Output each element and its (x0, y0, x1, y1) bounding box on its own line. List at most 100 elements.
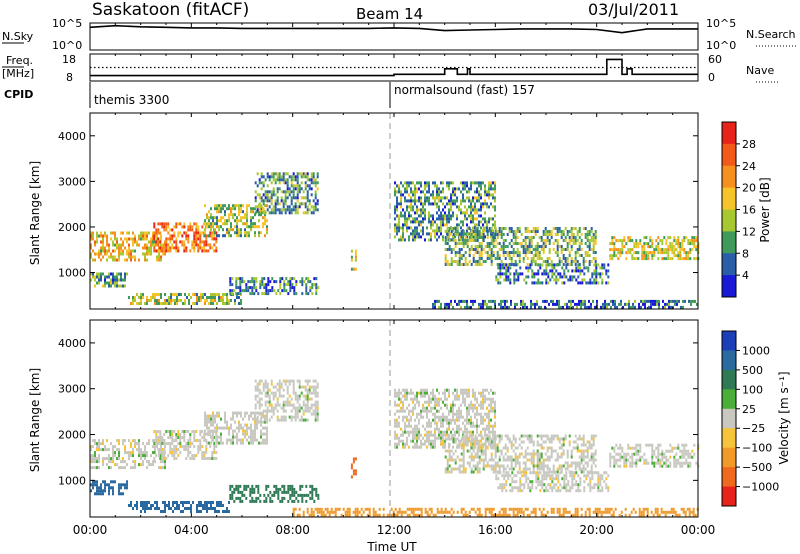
heatmap-cell (468, 254, 471, 257)
heatmap-cell (128, 457, 130, 461)
heatmap-cell (519, 266, 522, 270)
heatmap-cell (170, 507, 172, 510)
heatmap-cell (418, 196, 420, 200)
heatmap-cell (518, 467, 521, 471)
heatmap-cell (575, 269, 578, 273)
heatmap-cell (635, 242, 638, 246)
heatmap-cell (679, 248, 682, 252)
heatmap-cell (316, 187, 319, 191)
heatmap-cell (301, 292, 304, 296)
heatmap-cell (436, 436, 438, 440)
heatmap-cell (178, 293, 180, 296)
heatmap-cell (236, 296, 238, 299)
heatmap-cell (586, 254, 589, 257)
heatmap-cell (645, 242, 648, 246)
heatmap-cell (90, 231, 92, 235)
heatmap-cell (448, 458, 451, 462)
heatmap-cell (576, 233, 579, 236)
heatmap-cell (510, 440, 513, 444)
heatmap-cell (352, 267, 355, 271)
heatmap-cell (258, 210, 260, 214)
heatmap-cell (450, 257, 453, 260)
heatmap-cell (540, 437, 543, 441)
heatmap-cell (142, 252, 144, 256)
heatmap-cell (274, 208, 277, 212)
heatmap-cell (251, 289, 254, 293)
heatmap-cell (98, 457, 100, 461)
heatmap-cell (645, 251, 648, 255)
heatmap-cell (492, 187, 494, 191)
heatmap-cell (414, 397, 416, 401)
heatmap-cell (460, 248, 463, 251)
heatmap-cell (408, 226, 410, 230)
heatmap-cell (92, 249, 94, 253)
heatmap-cell (394, 403, 396, 407)
heatmap-cell (398, 394, 400, 398)
heatmap-cell (570, 257, 573, 260)
heatmap-cell (155, 439, 158, 442)
heatmap-cell (136, 448, 138, 452)
heatmap-cell (152, 504, 154, 507)
heatmap-cell (408, 445, 410, 449)
heatmap-cell (564, 302, 566, 306)
heatmap-cell (284, 400, 287, 404)
heatmap-cell (266, 382, 269, 386)
heatmap-cell (267, 484, 270, 488)
heatmap-cell (273, 490, 276, 494)
heatmap-cell (446, 229, 448, 233)
heatmap-cell (603, 263, 606, 267)
heatmap-cell (484, 251, 487, 254)
heatmap-cell (267, 289, 270, 293)
heatmap-cell (518, 230, 521, 233)
heatmap-cell (181, 436, 184, 439)
heatmap-cell (232, 438, 234, 442)
heatmap-cell (96, 237, 98, 241)
heatmap-cell (502, 467, 505, 471)
heatmap-cell (162, 460, 164, 464)
heatmap-cell (456, 394, 458, 398)
heatmap-cell (184, 302, 186, 305)
heatmap-cell (226, 231, 228, 235)
heatmap-cell (582, 257, 585, 260)
heatmap-cell (218, 228, 220, 232)
heatmap-cell (468, 187, 470, 191)
heatmap-cell (623, 239, 626, 243)
heatmap-cell (298, 409, 301, 413)
heatmap-cell (474, 239, 477, 242)
heatmap-cell (557, 272, 560, 276)
heatmap-cell (448, 208, 450, 212)
heatmap-cell (456, 412, 458, 416)
heatmap-cell (138, 439, 140, 443)
heatmap-cell (502, 263, 505, 266)
heatmap-cell (148, 460, 150, 464)
heatmap-cell (568, 254, 571, 257)
heatmap-cell (484, 430, 486, 434)
heatmap-cell (317, 493, 320, 497)
heatmap-cell (165, 237, 168, 241)
heatmap-cell (490, 242, 493, 245)
heatmap-cell (442, 181, 444, 185)
heatmap-cell (502, 299, 504, 303)
heatmap-cell (530, 434, 533, 438)
heatmap-cell (478, 467, 481, 471)
heatmap-cell (420, 190, 422, 194)
heatmap-cell (438, 187, 440, 191)
heatmap-cell (164, 460, 166, 464)
heatmap-cell (450, 434, 453, 438)
heatmap-cell (240, 228, 242, 232)
heatmap-cell (474, 211, 476, 215)
heatmap-cell (476, 449, 479, 453)
heatmap-cell (516, 242, 519, 245)
heatmap-cell (296, 406, 299, 410)
heatmap-cell (532, 467, 535, 471)
heatmap-cell (226, 293, 228, 296)
heatmap-cell (266, 208, 269, 212)
heatmap-cell (434, 220, 436, 224)
heatmap-cell (434, 397, 436, 401)
heatmap-cell (524, 464, 527, 468)
heatmap-cell (480, 434, 483, 438)
heatmap-cell (204, 432, 206, 436)
heatmap-cell (504, 299, 506, 303)
heatmap-cell (426, 439, 428, 443)
heatmap-cell (486, 388, 488, 392)
